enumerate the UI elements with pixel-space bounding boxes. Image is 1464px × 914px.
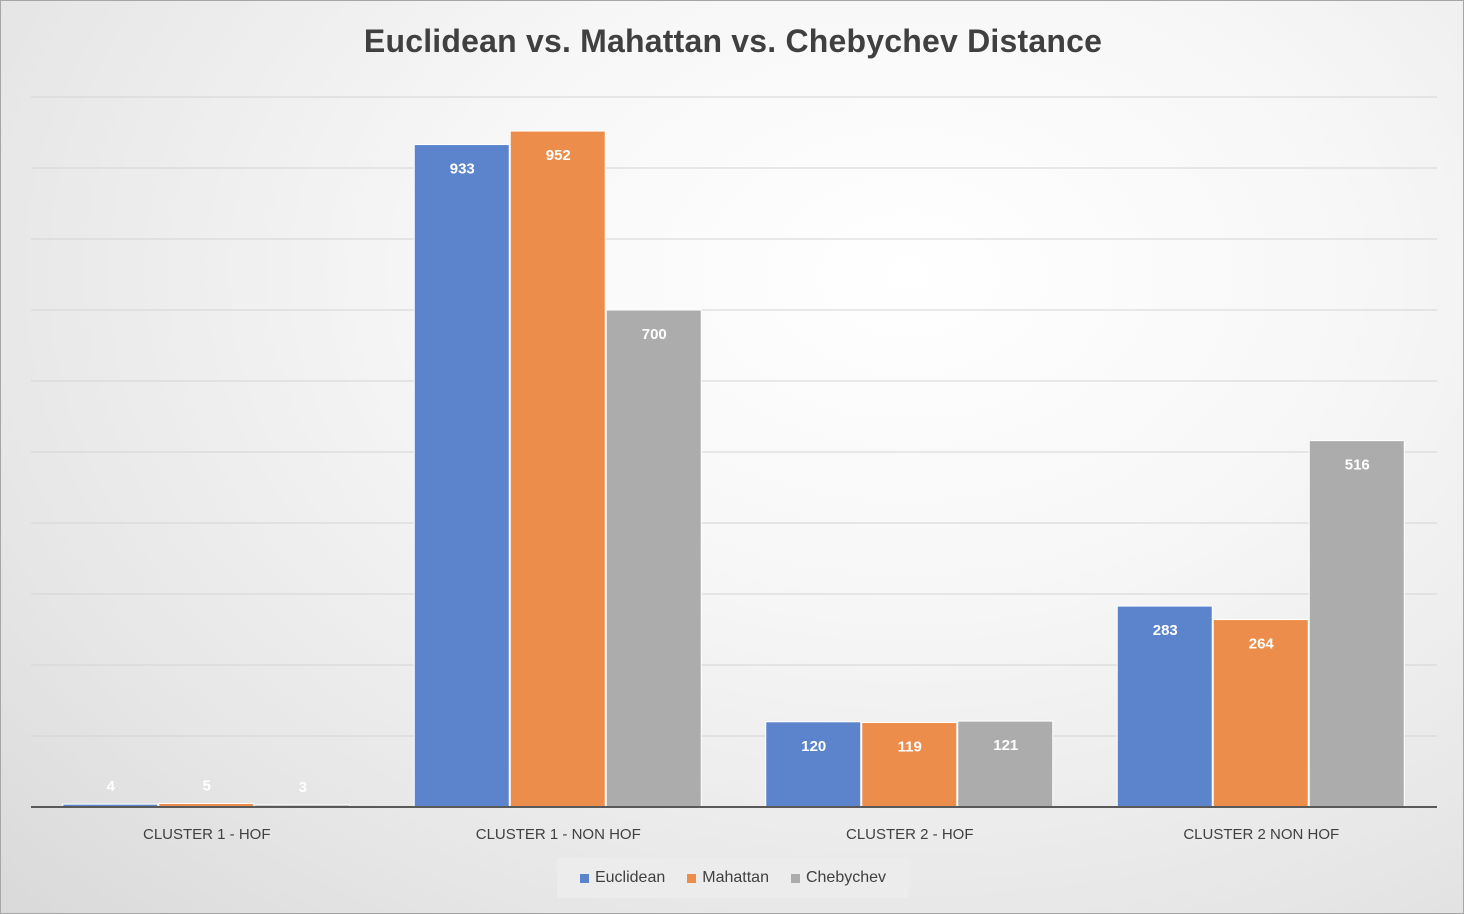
data-label: 5 bbox=[203, 777, 211, 794]
legend-swatch bbox=[790, 873, 800, 883]
legend-item-mahattan: Mahattan bbox=[687, 869, 769, 887]
x-tick-label: CLUSTER 1 - NON HOF bbox=[476, 826, 641, 843]
bar-chebychev-4 bbox=[1308, 440, 1405, 808]
legend: Euclidean Mahattan Chebychev bbox=[557, 858, 909, 898]
bar-euclidean-2 bbox=[413, 144, 510, 808]
legend-item-euclidean: Euclidean bbox=[579, 869, 666, 887]
bar-mahattan-3 bbox=[861, 722, 958, 808]
data-label: 952 bbox=[546, 147, 571, 164]
chart-title: Euclidean vs. Mahattan vs. Chebychev Dis… bbox=[363, 23, 1103, 59]
data-label: 119 bbox=[898, 739, 922, 756]
data-label: 3 bbox=[299, 779, 307, 796]
data-label: 120 bbox=[801, 738, 826, 755]
legend-label: Mahattan bbox=[702, 869, 769, 886]
legend-swatch bbox=[687, 873, 697, 883]
x-tick-label: CLUSTER 2 NON HOF bbox=[1183, 826, 1339, 843]
bar-mahattan-2 bbox=[509, 130, 606, 808]
data-label: 4 bbox=[107, 778, 116, 795]
data-label: 700 bbox=[642, 326, 667, 343]
data-label: 121 bbox=[993, 737, 1018, 754]
legend-label: Chebychev bbox=[805, 869, 887, 886]
legend-swatch bbox=[579, 873, 589, 883]
legend-label: Euclidean bbox=[594, 869, 666, 886]
x-tick-label: CLUSTER 1 - HOF bbox=[143, 826, 271, 843]
bar-euclidean-4 bbox=[1116, 605, 1213, 808]
data-label: 264 bbox=[1249, 636, 1275, 653]
x-tick-label: CLUSTER 2 - HOF bbox=[846, 826, 974, 843]
data-label: 283 bbox=[1153, 622, 1178, 639]
bar-mahattan-4 bbox=[1212, 619, 1309, 808]
data-label: 933 bbox=[450, 161, 475, 178]
bar-euclidean-3 bbox=[765, 721, 862, 808]
bar-chebychev-3 bbox=[957, 720, 1054, 808]
legend-item-chebychev: Chebychev bbox=[790, 869, 887, 887]
bar-chebychev-2 bbox=[605, 309, 702, 808]
data-label: 516 bbox=[1345, 457, 1370, 474]
